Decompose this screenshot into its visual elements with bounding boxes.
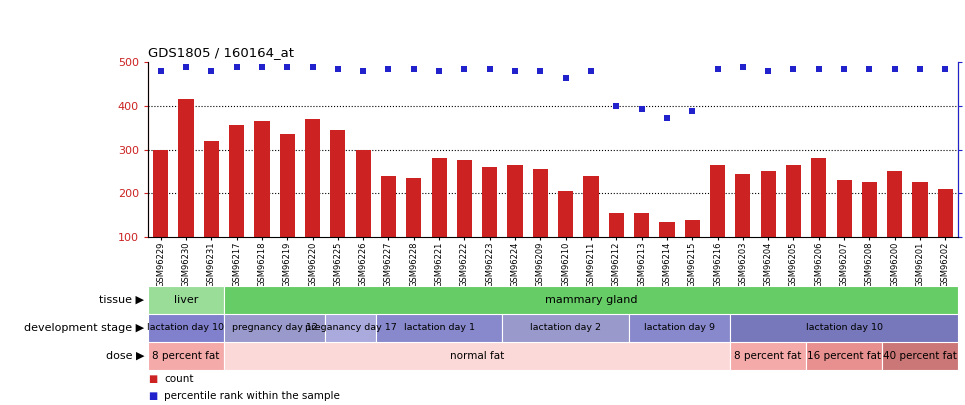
Bar <box>204 141 219 237</box>
Bar <box>375 314 503 342</box>
Bar <box>634 213 649 237</box>
Bar <box>882 342 958 370</box>
Bar <box>731 342 806 370</box>
Bar <box>659 222 675 237</box>
Text: lactation day 1: lactation day 1 <box>403 324 475 333</box>
Text: dose ▶: dose ▶ <box>105 351 144 361</box>
Text: liver: liver <box>174 295 198 305</box>
Text: lactation day 2: lactation day 2 <box>530 324 601 333</box>
Text: count: count <box>164 374 194 384</box>
Bar <box>153 149 168 237</box>
Bar <box>913 182 927 237</box>
Bar <box>305 119 320 237</box>
Bar <box>148 314 224 342</box>
Bar <box>887 171 902 237</box>
Bar <box>812 158 826 237</box>
Bar <box>760 171 776 237</box>
Bar <box>558 191 573 237</box>
Text: pregnancy day 12: pregnancy day 12 <box>232 324 317 333</box>
Text: 16 percent fat: 16 percent fat <box>807 351 881 361</box>
Bar <box>684 220 700 237</box>
Bar <box>431 158 447 237</box>
Text: tissue ▶: tissue ▶ <box>99 295 144 305</box>
Bar <box>837 180 852 237</box>
Text: mammary gland: mammary gland <box>544 295 637 305</box>
Bar <box>629 314 731 342</box>
Text: lactation day 9: lactation day 9 <box>644 324 715 333</box>
Text: 40 percent fat: 40 percent fat <box>883 351 957 361</box>
Bar <box>355 149 371 237</box>
Bar <box>786 165 801 237</box>
Text: percentile rank within the sample: percentile rank within the sample <box>164 391 341 401</box>
Text: ■: ■ <box>148 391 157 401</box>
Bar <box>710 165 725 237</box>
Bar <box>255 121 269 237</box>
Bar <box>735 174 751 237</box>
Bar <box>330 130 345 237</box>
Bar <box>533 169 548 237</box>
Text: development stage ▶: development stage ▶ <box>24 323 144 333</box>
Bar <box>584 176 598 237</box>
Bar <box>806 342 882 370</box>
Text: ■: ■ <box>148 374 157 384</box>
Bar <box>224 342 731 370</box>
Bar <box>482 167 497 237</box>
Bar <box>224 314 325 342</box>
Text: normal fat: normal fat <box>450 351 504 361</box>
Bar <box>508 165 523 237</box>
Bar <box>503 314 629 342</box>
Text: lactation day 10: lactation day 10 <box>806 324 883 333</box>
Text: lactation day 10: lactation day 10 <box>148 324 225 333</box>
Bar <box>381 176 396 237</box>
Bar <box>229 126 244 237</box>
Bar <box>179 99 194 237</box>
Bar <box>862 182 877 237</box>
Bar <box>280 134 295 237</box>
Text: GDS1805 / 160164_at: GDS1805 / 160164_at <box>148 46 294 59</box>
Text: 8 percent fat: 8 percent fat <box>152 351 220 361</box>
Bar <box>938 189 952 237</box>
Bar <box>731 314 958 342</box>
Bar <box>406 178 422 237</box>
Text: preganancy day 17: preganancy day 17 <box>305 324 397 333</box>
Text: 8 percent fat: 8 percent fat <box>734 351 802 361</box>
Bar <box>325 314 375 342</box>
Bar <box>148 286 224 314</box>
Bar <box>609 213 624 237</box>
Bar <box>456 160 472 237</box>
Bar <box>148 342 224 370</box>
